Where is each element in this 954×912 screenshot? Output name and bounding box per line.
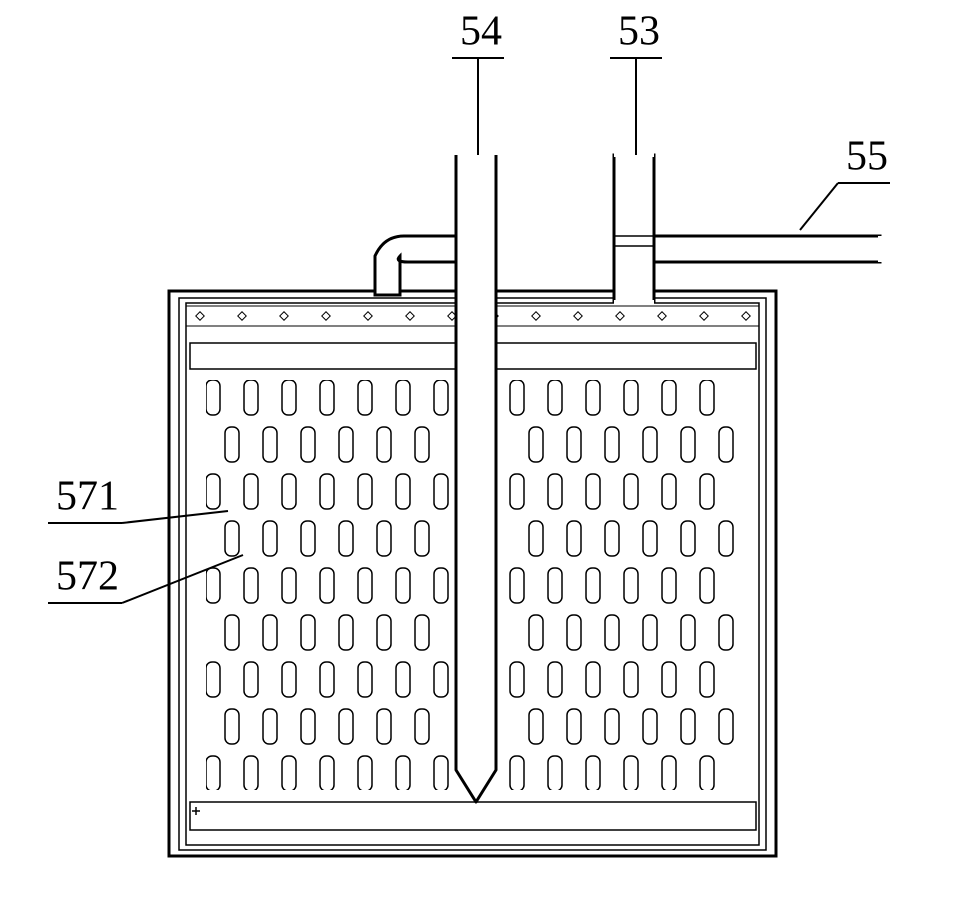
- right-tube: [614, 155, 654, 302]
- label-l572: 572: [56, 554, 119, 600]
- label-l53: 53: [618, 9, 660, 55]
- center-tube: [456, 155, 496, 802]
- label-l571: 571: [56, 474, 119, 520]
- label-l54: 54: [460, 9, 502, 55]
- outlet-pipe: [654, 236, 880, 262]
- bottom-plate: [190, 802, 756, 830]
- label-l55: 55: [846, 134, 888, 180]
